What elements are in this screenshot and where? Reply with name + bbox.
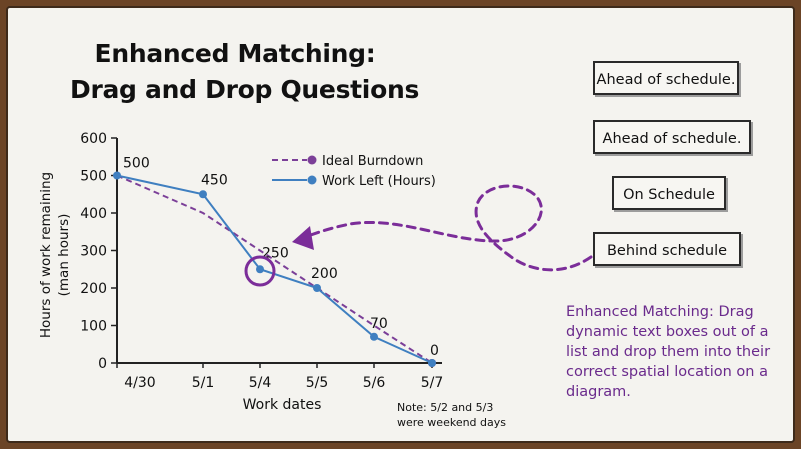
drag-item-ahead-2[interactable]: Ahead of schedule.	[593, 120, 751, 154]
x-tick-label: 5/6	[363, 375, 386, 391]
y-tick-label: 300	[80, 244, 107, 260]
y-tick-label: 100	[80, 319, 107, 335]
x-tick-label: 4/30	[124, 375, 155, 391]
y-tick-label: 0	[98, 356, 107, 372]
work-left-point	[199, 190, 207, 199]
annotation-arrow-path	[296, 184, 593, 272]
y-ticks: 0 100 200 300 400 500 600	[80, 131, 117, 372]
y-axis-label-line-1: Hours of work remaining	[38, 172, 54, 338]
slide-title: Enhanced Matching: Drag and Drop Questio…	[70, 36, 420, 108]
weekend-note-line-2: were weekend days	[397, 416, 506, 429]
y-tick-label: 400	[80, 206, 107, 222]
ideal-burndown-line	[116, 174, 433, 364]
drag-item-on-schedule[interactable]: On Schedule	[612, 176, 726, 210]
data-label: 500	[123, 156, 150, 172]
annotation-arrowhead	[292, 226, 314, 250]
legend-ideal-marker	[307, 155, 317, 165]
data-label: 200	[311, 266, 338, 282]
work-left-point	[370, 332, 378, 341]
work-left-point	[113, 171, 121, 180]
x-tick-label: 5/5	[306, 375, 329, 391]
work-left-point	[428, 359, 436, 367]
work-left-point	[256, 265, 264, 274]
x-ticks: 4/30 5/1 5/4 5/5 5/6 5/7	[116, 363, 444, 391]
data-label: 70	[370, 316, 388, 332]
x-tick-label: 5/7	[421, 375, 444, 391]
title-line-1: Enhanced Matching:	[94, 39, 376, 68]
drag-item-ahead-1[interactable]: Ahead of schedule.	[593, 61, 739, 95]
x-axis-label: Work dates	[243, 397, 322, 413]
data-labels: 500 450 250 200 70 0	[123, 156, 439, 360]
data-label: 450	[201, 172, 228, 188]
x-tick-label: 5/1	[192, 375, 215, 391]
data-label: 250	[262, 245, 289, 261]
data-label: 0	[430, 343, 439, 359]
weekend-note-line-1: Note: 5/2 and 5/3	[397, 401, 493, 414]
chart-series	[113, 171, 436, 367]
y-tick-label: 200	[80, 281, 107, 297]
work-left-line	[116, 174, 433, 364]
chart-legend: Ideal Burndown Work Left (Hours)	[272, 154, 436, 189]
highlight-circle	[244, 255, 276, 287]
y-tick-label: 500	[80, 169, 107, 185]
drag-item-behind-schedule[interactable]: Behind schedule	[593, 232, 741, 266]
legend-ideal-label: Ideal Burndown	[322, 154, 423, 169]
y-tick-label: 600	[80, 131, 107, 147]
description-text: Enhanced Matching: Drag dynamic text box…	[566, 304, 771, 400]
legend-work-label: Work Left (Hours)	[322, 174, 436, 189]
x-tick-label: 5/4	[249, 375, 272, 391]
work-left-point	[313, 284, 321, 292]
title-line-2: Drag and Drop Questions	[70, 75, 420, 104]
y-axis-label-line-2: (man hours)	[56, 214, 72, 297]
legend-work-marker	[307, 175, 317, 185]
